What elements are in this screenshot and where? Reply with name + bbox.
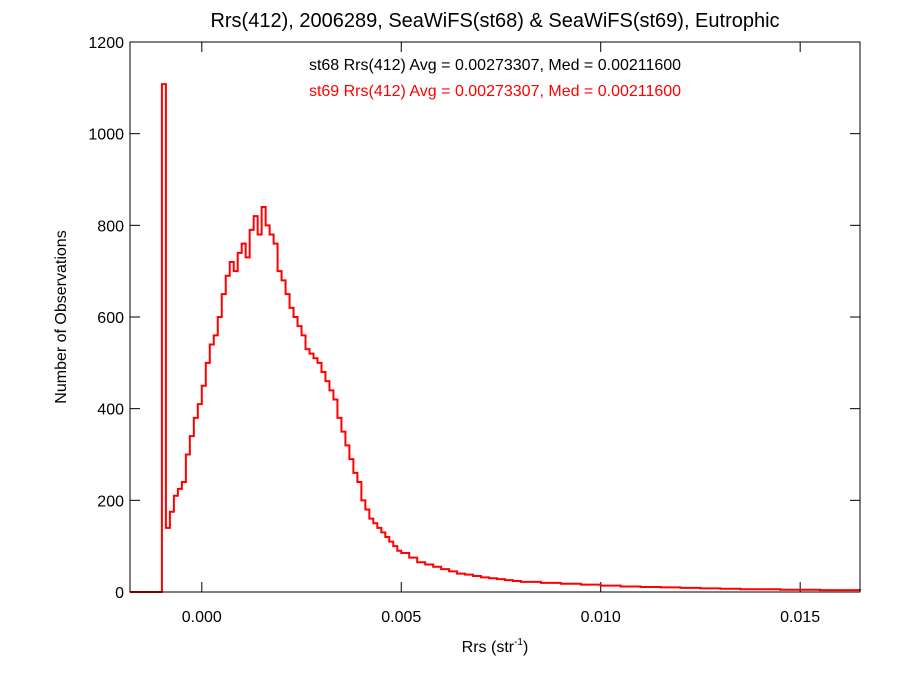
y-tick-label: 400 xyxy=(97,402,124,419)
x-tick-label: 0.005 xyxy=(381,609,421,626)
y-axis-label: Number of Observations xyxy=(53,230,70,403)
y-tick-label: 800 xyxy=(97,218,124,235)
y-axis-ticks: 0 200 400 600 800 1000 1200 xyxy=(88,35,860,602)
x-tick-label: 0.000 xyxy=(182,609,222,626)
y-tick-label: 200 xyxy=(97,493,124,510)
series-line xyxy=(130,83,861,593)
y-tick-label: 600 xyxy=(97,310,124,327)
x-tick-label: 0.010 xyxy=(581,609,621,626)
x-axis-label: Rrs (str-1) xyxy=(462,637,529,656)
x-tick-label: 0.015 xyxy=(780,609,820,626)
y-tick-label: 1000 xyxy=(88,127,124,144)
x-axis-ticks: 0.000 0.005 0.010 0.015 xyxy=(182,42,820,626)
annotation-st69: st69 Rrs(412) Avg = 0.00273307, Med = 0.… xyxy=(309,83,681,100)
y-tick-label: 1200 xyxy=(88,35,124,52)
y-tick-label: 0 xyxy=(115,585,124,602)
chart-title: Rrs(412), 2006289, SeaWiFS(st68) & SeaWi… xyxy=(210,10,779,32)
annotation-st68: st68 Rrs(412) Avg = 0.00273307, Med = 0.… xyxy=(309,57,681,74)
plot-frame xyxy=(129,41,861,593)
